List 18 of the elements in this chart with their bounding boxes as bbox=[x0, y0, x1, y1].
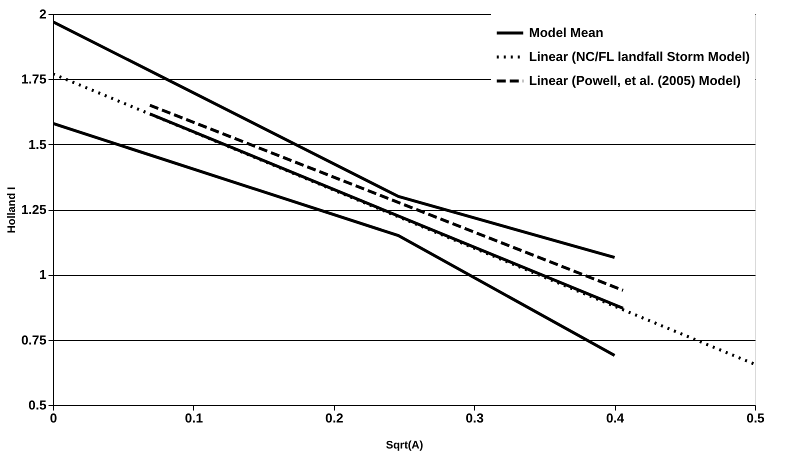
y-tick-label: 1.25 bbox=[21, 202, 46, 217]
x-tick-label: 0.5 bbox=[746, 410, 765, 426]
legend-label: Linear (NC/FL landfall Storm Model) bbox=[529, 49, 750, 64]
x-tick-label: 0.2 bbox=[325, 410, 344, 426]
x-tick-label: 0.1 bbox=[184, 410, 203, 426]
y-tick-label: 0.75 bbox=[21, 332, 46, 348]
x-tick-label: 0.4 bbox=[606, 410, 625, 426]
x-axis-title: Sqrt(A) bbox=[386, 440, 424, 452]
x-tick-label: 0.3 bbox=[466, 410, 484, 426]
x-tick-label: 0 bbox=[50, 410, 58, 426]
legend-label: Linear (Powell, et al. (2005) Model) bbox=[529, 73, 741, 88]
y-axis-title: Holland I bbox=[6, 186, 18, 234]
y-tick-label: 1.75 bbox=[21, 72, 46, 87]
y-tick-label: 2 bbox=[39, 6, 46, 22]
y-tick-label: 1 bbox=[39, 267, 46, 282]
legend-label: Model Mean bbox=[529, 25, 604, 40]
y-tick-label: 0.5 bbox=[28, 398, 46, 412]
y-tick-label: 1.5 bbox=[28, 136, 46, 152]
